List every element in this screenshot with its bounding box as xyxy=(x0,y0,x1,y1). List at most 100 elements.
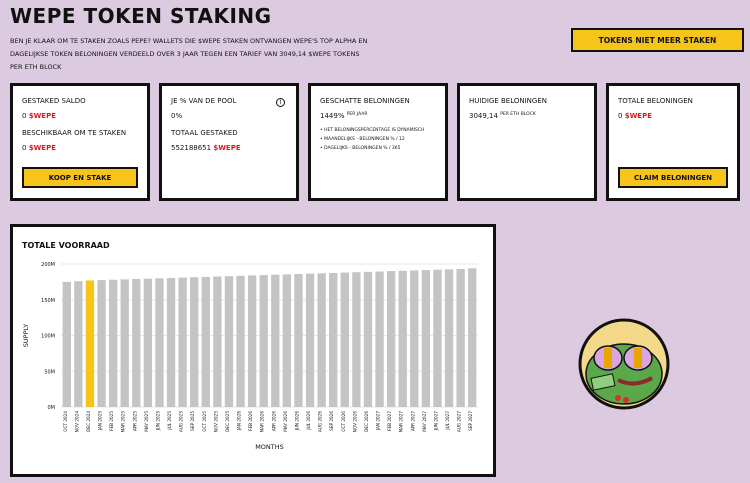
x-tick-label: APR 2027 xyxy=(410,411,415,432)
chart-bar xyxy=(282,274,292,407)
x-tick-label: OCT 2024 xyxy=(63,411,68,432)
chart-bar xyxy=(155,278,164,407)
total-rewards-amount: 0 xyxy=(618,112,623,120)
x-tick-label: DEC 2026 xyxy=(364,411,369,432)
x-tick-label: JAN 2027 xyxy=(376,411,381,431)
x-tick-label: SEP 2025 xyxy=(190,411,195,431)
total-rewards-unit: $WEPE xyxy=(624,112,652,120)
claim-rewards-button[interactable]: CLAIM BELONINGEN xyxy=(618,167,728,188)
staked-balance-amount: 0 xyxy=(22,112,27,120)
total-staked-label: TOTAAL GESTAKED xyxy=(171,129,238,137)
estimated-rewards-amount: 1449% xyxy=(320,112,345,120)
reward-notes: • HET BELONINGSPERCENTAGE IS DYNAMISCH •… xyxy=(320,128,436,151)
x-tick-label: MAR 2026 xyxy=(260,411,265,433)
unstake-tokens-button[interactable]: TOKENS NIET MEER STAKEN xyxy=(571,28,744,52)
chart-bar xyxy=(294,274,303,407)
staked-balance-value: 0 $WEPE xyxy=(22,112,138,120)
y-tick-label: 200M xyxy=(41,262,55,268)
chart-bar xyxy=(236,275,245,407)
chart-bar xyxy=(329,272,338,407)
chart-bar xyxy=(363,271,373,407)
x-tick-label: SEP 2026 xyxy=(329,411,334,431)
available-amount: 0 xyxy=(22,144,27,152)
total-staked-unit: $WEPE xyxy=(213,144,241,152)
total-staked-value: 552188651 $WEPE xyxy=(171,144,287,152)
supply-chart: 0M 50M 100M 150M 200M OCT 2024 NOV 2024 DEC 202… xyxy=(22,262,478,451)
x-tick-label: APR 2026 xyxy=(271,411,276,432)
chart-bar xyxy=(143,278,153,407)
y-axis-label: SUPPLY xyxy=(22,324,30,347)
x-tick-label: FEB 2025 xyxy=(109,411,114,431)
supply-chart-card: TOTALE VOORRAAD 0M 50M 100M 150M 200M OCT 202… xyxy=(10,224,496,477)
buy-and-stake-button[interactable]: KOOP EN STAKE xyxy=(22,167,138,188)
x-tick-label: SEP 2027 xyxy=(468,411,473,431)
chart-bar xyxy=(74,281,83,407)
chart-bar xyxy=(410,270,419,407)
chart-bar xyxy=(305,273,315,407)
x-tick-label: DEC 2024 xyxy=(86,411,91,432)
x-tick-label: AUG 2027 xyxy=(457,411,462,432)
chart-bar xyxy=(108,279,118,407)
x-tick-label: DEC 2025 xyxy=(225,411,230,432)
current-rewards-amount: 3049,14 xyxy=(469,112,498,120)
x-tick-label: JUN 2025 xyxy=(155,411,160,432)
x-tick-label: FEB 2026 xyxy=(248,411,253,431)
x-tick-label: NOV 2024 xyxy=(74,411,79,433)
available-label: BESCHIKBAAR OM TE STAKEN xyxy=(22,129,127,137)
x-tick-label: NOV 2025 xyxy=(213,411,218,433)
x-tick-label: MAR 2027 xyxy=(399,411,404,433)
x-tick-label: NOV 2026 xyxy=(352,411,357,433)
x-tick-label: MAY 2025 xyxy=(144,411,149,432)
estimated-rewards-value: 1449% PER JAAR xyxy=(320,112,436,120)
chart-bar xyxy=(456,269,465,407)
staked-balance-unit: $WEPE xyxy=(28,112,56,120)
total-rewards-card: TOTALE BELONINGEN 0 $WEPE CLAIM BELONING… xyxy=(606,83,740,201)
x-tick-label: JUN 2026 xyxy=(294,411,299,432)
chart-bar xyxy=(468,268,477,407)
chart-bar xyxy=(375,271,384,407)
chart-bar xyxy=(190,277,199,407)
chart-bar xyxy=(271,274,280,407)
chart-bar xyxy=(224,276,234,407)
chart-bar xyxy=(259,275,268,407)
x-tick-label: AUG 2026 xyxy=(318,411,323,432)
available-value: 0 $WEPE xyxy=(22,144,138,152)
chart-bar xyxy=(213,276,222,407)
x-tick-label: JUL 2027 xyxy=(445,411,450,431)
chart-bar xyxy=(433,269,442,407)
balance-card: GESTAKED SALDO 0 $WEPE BESCHIKBAAR OM TE… xyxy=(10,83,150,201)
page-title: WEPE TOKEN STAKING xyxy=(10,4,272,28)
x-tick-label: APR 2025 xyxy=(132,411,137,432)
y-tick-label: 0M xyxy=(48,405,56,411)
x-tick-label: FEB 2027 xyxy=(387,411,392,431)
chart-bar xyxy=(421,270,431,407)
intro-text: Ben je klaar om te staken zoals Pepe? Wa… xyxy=(10,37,368,71)
total-staked-amount: 552188651 xyxy=(171,144,212,152)
chart-bar xyxy=(62,281,71,407)
estimated-rewards-card: GESCHATTE BELONINGEN 1449% PER JAAR • HE… xyxy=(308,83,448,201)
x-tick-label: JUL 2025 xyxy=(167,411,172,431)
current-rewards-card: HUIDIGE BELONINGEN 3049,14 PER ETH BLOCK xyxy=(457,83,597,201)
estimated-rewards-label: GESCHATTE BELONINGEN xyxy=(320,97,410,105)
x-tick-label: MAR 2025 xyxy=(121,411,126,433)
chart-title: TOTALE VOORRAAD xyxy=(22,241,110,250)
y-tick-label: 150M xyxy=(41,298,55,304)
available-unit: $WEPE xyxy=(28,144,56,152)
x-tick-label: JUL 2026 xyxy=(306,411,311,431)
x-tick-label: JUN 2027 xyxy=(433,411,438,432)
x-tick-label: MAY 2027 xyxy=(422,411,427,432)
pool-share-label: JE % VAN DE POOL xyxy=(171,97,237,105)
current-rewards-value: 3049,14 PER ETH BLOCK xyxy=(469,112,585,120)
y-tick-label: 50M xyxy=(44,369,55,375)
total-rewards-label: TOTALE BELONINGEN xyxy=(618,97,693,105)
y-tick-label: 100M xyxy=(41,334,55,340)
chart-bar xyxy=(317,273,326,407)
chart-bar xyxy=(386,271,396,407)
info-icon[interactable]: i xyxy=(276,98,285,107)
chart-bar xyxy=(398,270,407,407)
chart-bar xyxy=(120,279,129,407)
pool-share-value: 0% xyxy=(171,112,183,120)
reward-note: • HET BELONINGSPERCENTAGE IS DYNAMISCH xyxy=(320,128,425,133)
x-tick-label: JAN 2026 xyxy=(237,411,242,431)
reward-note: • MAANDELIJKS - BELONINGEN % / 12 xyxy=(320,137,405,142)
